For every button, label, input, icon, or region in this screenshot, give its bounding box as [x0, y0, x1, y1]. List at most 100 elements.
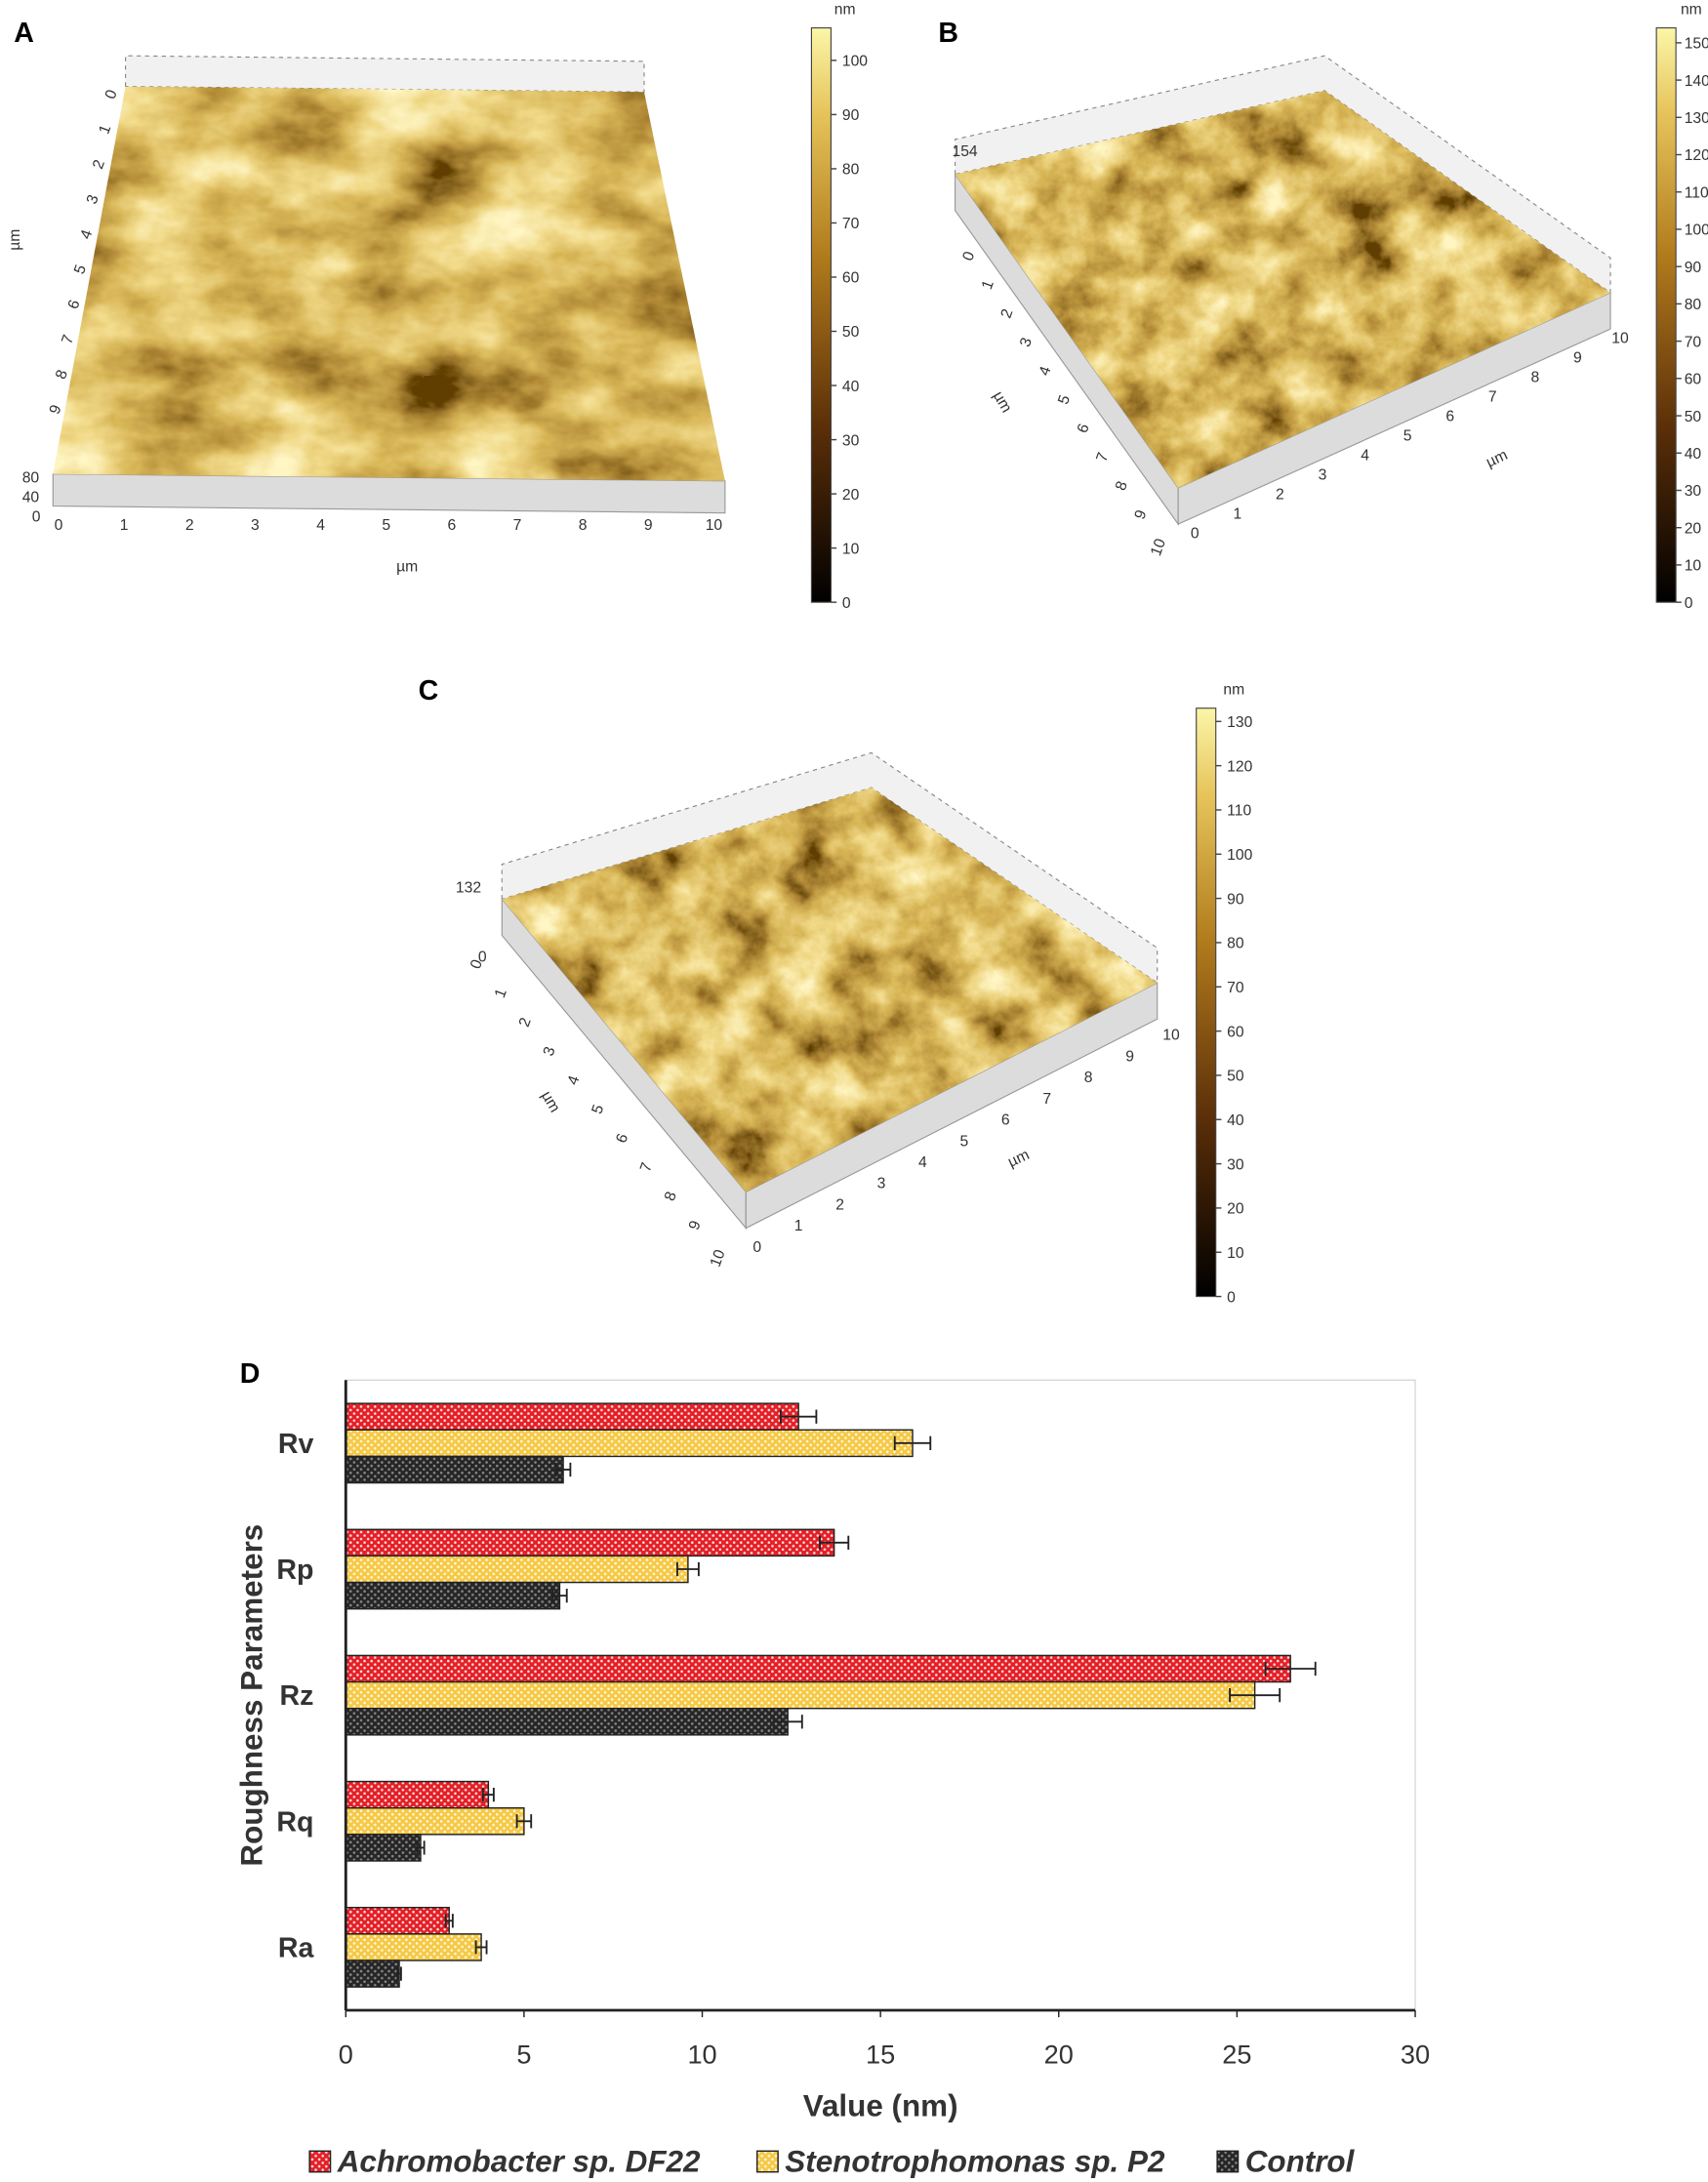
y-tick-label: 8 — [53, 368, 71, 382]
y-tick-label: 9 — [1132, 507, 1151, 521]
y-tick-label: 3 — [1017, 336, 1036, 349]
colorbar-tick-label: 100 — [1227, 847, 1252, 864]
error-bar — [772, 1715, 803, 1729]
bar — [345, 1581, 561, 1610]
colorbar-tick-label: 10 — [1685, 558, 1702, 575]
x-tick-label: 5 — [382, 517, 390, 534]
y-tick-label: 7 — [59, 333, 77, 346]
y-tick-label: Rz — [280, 1680, 314, 1712]
y-axis-label: µm — [7, 229, 23, 251]
y-tick-label: 9 — [686, 1219, 705, 1232]
y-axis-label: Roughness Parameters — [235, 1524, 269, 1867]
bar — [345, 1402, 799, 1432]
bar — [345, 1654, 1291, 1683]
panel-label: C — [419, 675, 439, 707]
z-label: 132 — [456, 879, 481, 896]
x-tick-label: 9 — [1573, 349, 1582, 366]
bar — [345, 1455, 564, 1484]
x-tick-label: 0 — [339, 2039, 353, 2069]
x-tick-label: 2 — [835, 1196, 844, 1213]
afm-panel: C0123456789100123456789101320µmµmnm01020… — [419, 675, 1253, 1306]
y-tick-label: 8 — [1113, 479, 1131, 493]
colorbar-tick-label: 70 — [1227, 980, 1244, 996]
afm-surface — [53, 86, 725, 481]
z-label: 0 — [478, 950, 487, 966]
x-tick-label: 30 — [1401, 2039, 1430, 2069]
bar — [345, 1907, 450, 1935]
colorbar-tick-label: 130 — [1227, 714, 1252, 731]
legend-label: Stenotrophomonas sp. P2 — [785, 2145, 1165, 2179]
x-axis-label: µm — [396, 559, 418, 576]
x-tick-label: 15 — [866, 2039, 895, 2069]
colorbar-tick-label: 30 — [842, 432, 860, 449]
colorbar-tick-label: 150 — [1685, 36, 1708, 53]
y-tick-label: 5 — [71, 263, 90, 276]
z-label: 0 — [32, 508, 41, 525]
bar — [345, 1780, 490, 1809]
colorbar-tick-label: 90 — [842, 107, 860, 124]
colorbar-tick-label: 30 — [1227, 1156, 1244, 1173]
colorbar — [1196, 707, 1217, 1298]
x-tick-label: 10 — [1611, 330, 1629, 346]
surface-base — [52, 473, 726, 514]
bar — [345, 1807, 525, 1836]
bar — [345, 1680, 1256, 1710]
error-bar — [554, 1462, 572, 1477]
colorbar-tick-label: 20 — [842, 487, 860, 504]
x-tick-label: 3 — [251, 517, 260, 534]
x-tick-label: 5 — [959, 1133, 968, 1150]
x-axis-label: Value (nm) — [803, 2089, 958, 2123]
colorbar-tick-label: 60 — [1685, 372, 1702, 388]
x-tick-label: 4 — [1361, 447, 1369, 464]
x-tick-label: 0 — [1191, 525, 1200, 542]
x-tick-label: 8 — [1084, 1070, 1093, 1086]
bar — [345, 1933, 482, 1961]
z-label: 154 — [952, 143, 977, 160]
afm-panel: A0 1 2 3 4 5 6 7 8 9 10012345678980400µmµmnm010203… — [7, 1, 868, 612]
x-tick-label: 1 — [794, 1218, 803, 1234]
x-tick-label: 7 — [513, 517, 522, 534]
y-tick-label: 1 — [979, 278, 997, 292]
legend-label: Achromobacter sp. DF22 — [337, 2145, 701, 2179]
colorbar-tick-label: 50 — [842, 324, 860, 341]
error-bar — [551, 1589, 568, 1603]
legend-swatch — [1216, 2150, 1240, 2173]
y-tick-label: 6 — [613, 1131, 631, 1145]
colorbar-unit: nm — [1223, 681, 1244, 698]
bar — [345, 1429, 914, 1458]
colorbar-tick-label: 110 — [1227, 803, 1251, 820]
error-bar — [396, 1966, 402, 1981]
y-tick-label: 3 — [84, 192, 102, 206]
colorbar-tick-label: 90 — [1227, 891, 1244, 908]
afm-panel: B012345678910012345678910154µmµmnm010203… — [938, 1, 1708, 612]
error-bar — [819, 1535, 850, 1550]
x-tick-label: 0 — [752, 1239, 761, 1256]
colorbar-tick-label: 20 — [1227, 1201, 1244, 1218]
error-bar — [1264, 1661, 1317, 1677]
x-tick-label: 10 — [687, 2039, 716, 2069]
y-axis-label: µm — [990, 388, 1015, 416]
x-axis-label: µm — [1484, 447, 1510, 471]
y-tick-label: 2 — [998, 306, 1017, 320]
colorbar-tick-label: 140 — [1685, 73, 1708, 90]
y-tick-label: 4 — [1037, 364, 1055, 378]
x-tick-label: 7 — [1042, 1091, 1051, 1108]
x-tick-label: 8 — [1530, 369, 1539, 385]
z-label: 40 — [22, 489, 40, 505]
y-tick-label: 6 — [1075, 422, 1093, 435]
bar — [345, 1528, 835, 1557]
y-tick-label: 10 — [708, 1247, 729, 1269]
y-tick-label: 5 — [1055, 392, 1074, 406]
colorbar-tick-label: 0 — [1227, 1289, 1236, 1306]
x-tick-label: 5 — [516, 2039, 531, 2069]
y-tick-label: 5 — [589, 1103, 607, 1116]
colorbar-tick-label: 0 — [842, 595, 851, 612]
x-tick-label: 3 — [1319, 466, 1327, 483]
x-tick-label: 6 — [1445, 408, 1454, 424]
colorbar-tick-label: 100 — [842, 54, 868, 70]
colorbar — [1655, 27, 1677, 603]
x-tick-label: 8 — [579, 517, 588, 534]
error-bar — [416, 1840, 426, 1855]
x-tick-label: 4 — [316, 517, 325, 534]
colorbar-tick-label: 80 — [842, 162, 860, 179]
